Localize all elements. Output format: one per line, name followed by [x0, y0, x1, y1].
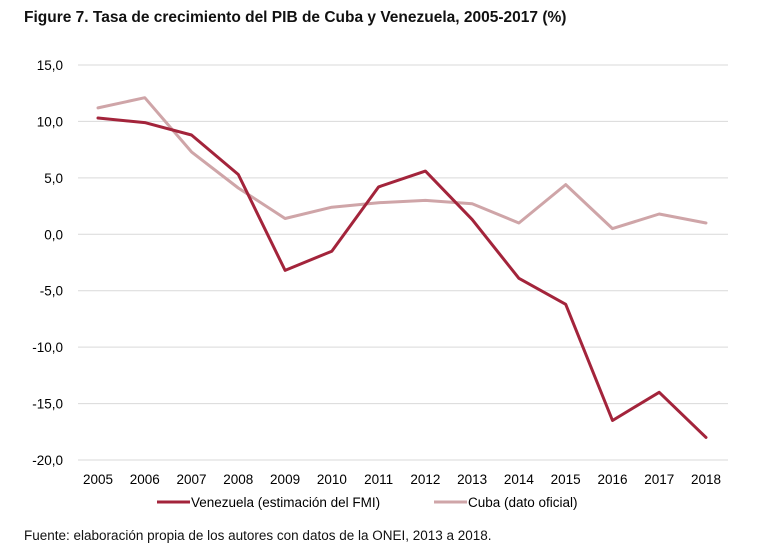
legend: Venezuela (estimación del FMI) Cuba (dato… [157, 495, 578, 510]
y-tick-label: 15,0 [37, 58, 63, 73]
x-tick-label: 2005 [83, 472, 113, 487]
x-tick-label: 2017 [644, 472, 674, 487]
x-tick-label: 2009 [270, 472, 300, 487]
series-lines [96, 96, 708, 439]
legend-label-cuba: Cuba (dato oficial) [468, 495, 578, 510]
gridlines [78, 64, 728, 461]
y-tick-label: 0,0 [44, 227, 63, 242]
series-line-cuba [96, 96, 708, 231]
series-line-venezuela [96, 116, 708, 439]
x-tick-label: 2014 [504, 472, 535, 487]
y-tick-label: 5,0 [44, 171, 63, 186]
y-tick-label: -5,0 [40, 284, 63, 299]
x-axis-tick-labels: 2005 2006 2007 2008 2009 2010 2011 2012 2013 2014… [83, 472, 721, 487]
x-tick-label: 2018 [691, 472, 721, 487]
x-tick-label: 2011 [364, 472, 393, 487]
figure-title: Figure 7. Tasa de crecimiento del PIB de… [24, 9, 567, 26]
x-tick-label: 2007 [177, 472, 207, 487]
x-tick-label: 2015 [551, 472, 581, 487]
y-tick-label: 10,0 [37, 114, 63, 129]
y-axis-tick-labels: 15,0 10,0 5,0 0,0 -5,0 -10,0 -15,0 -20,0 [32, 58, 63, 468]
x-tick-label: 2016 [597, 472, 627, 487]
x-tick-label: 2008 [223, 472, 253, 487]
x-tick-label: 2010 [317, 472, 347, 487]
legend-label-venezuela: Venezuela (estimación del FMI) [191, 495, 380, 510]
source-note: Fuente: elaboración propia de los autore… [24, 528, 492, 543]
y-tick-label: -15,0 [32, 397, 63, 412]
y-tick-label: -10,0 [32, 340, 63, 355]
y-tick-label: -20,0 [32, 453, 63, 468]
x-tick-label: 2013 [457, 472, 487, 487]
line-chart: 15,010,05,00,0-5,0-10,0-15,0-20,0 2005 20… [32, 58, 728, 510]
x-tick-label: 2012 [410, 472, 440, 487]
x-tick-label: 2006 [130, 472, 160, 487]
